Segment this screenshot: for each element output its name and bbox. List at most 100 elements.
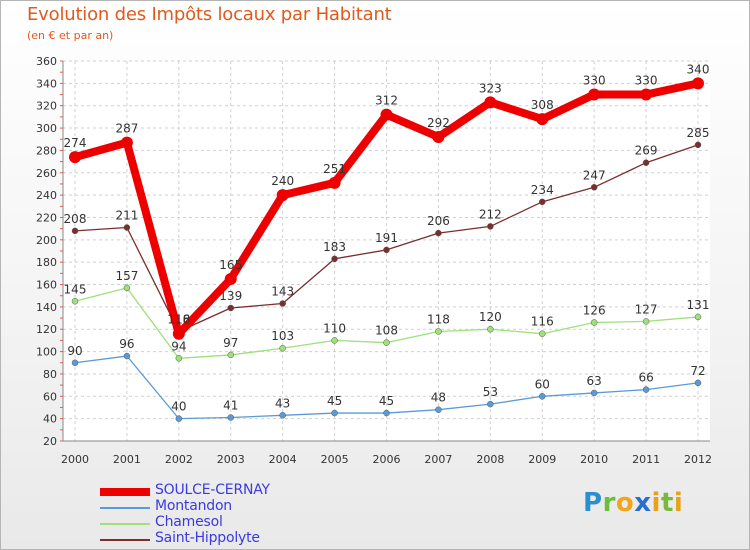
data-label: 110 <box>323 321 346 335</box>
x-tick-label: 2007 <box>424 453 452 466</box>
data-point <box>123 284 131 292</box>
legend-swatch <box>100 507 150 509</box>
y-tick-label: 180 <box>36 256 57 269</box>
data-point <box>175 355 183 362</box>
data-label: 292 <box>427 116 450 130</box>
data-point <box>484 96 497 109</box>
data-point <box>175 415 183 422</box>
x-tick-label: 2005 <box>321 453 349 466</box>
y-tick-label: 20 <box>43 435 57 448</box>
data-point <box>224 272 237 285</box>
proxiti-logo: Proxiti <box>583 488 684 518</box>
data-label: 308 <box>531 98 554 112</box>
data-label: 340 <box>687 62 710 76</box>
data-label: 183 <box>323 240 346 254</box>
x-tick-label: 2004 <box>269 453 297 466</box>
data-label: 97 <box>223 336 238 350</box>
y-tick-label: 160 <box>36 279 57 292</box>
data-label: 157 <box>115 269 138 283</box>
data-point <box>279 412 286 419</box>
data-point <box>172 327 185 340</box>
data-label: 323 <box>479 81 502 95</box>
y-tick-label: 140 <box>36 301 57 314</box>
data-label: 53 <box>483 385 498 399</box>
data-point <box>642 159 650 166</box>
data-point <box>692 77 704 90</box>
data-label: 287 <box>115 122 138 136</box>
data-point <box>435 406 442 413</box>
data-label: 90 <box>67 344 82 358</box>
data-point <box>694 141 702 149</box>
data-label: 240 <box>271 174 294 188</box>
y-tick-label: 100 <box>36 346 57 359</box>
data-point <box>590 389 598 397</box>
data-point <box>331 337 338 344</box>
x-tick-label: 2001 <box>113 453 141 466</box>
legend-swatch <box>100 523 150 525</box>
data-point <box>71 298 79 305</box>
data-label: 247 <box>583 168 606 182</box>
data-label: 127 <box>635 302 658 316</box>
data-point <box>588 88 601 101</box>
data-label: 330 <box>635 74 658 88</box>
data-label: 45 <box>327 394 342 408</box>
data-point <box>590 184 598 191</box>
x-tick-label: 2008 <box>476 453 504 466</box>
data-label: 118 <box>427 312 450 326</box>
x-tick-label: 2012 <box>684 453 712 466</box>
y-tick-label: 360 <box>36 55 57 68</box>
data-point <box>69 151 81 164</box>
data-label: 45 <box>379 394 394 408</box>
data-label: 165 <box>219 258 242 272</box>
chart-subtitle: (en € et par an) <box>27 29 114 42</box>
data-label: 103 <box>271 329 294 343</box>
data-point <box>227 351 234 359</box>
data-point <box>276 189 289 202</box>
data-point <box>279 300 286 307</box>
data-label: 72 <box>690 364 705 378</box>
data-point <box>539 330 546 337</box>
y-tick-label: 260 <box>36 167 57 180</box>
data-label: 116 <box>531 315 554 329</box>
data-point <box>383 409 390 417</box>
y-tick-label: 280 <box>36 144 57 157</box>
data-point <box>642 318 650 325</box>
chart-title: Evolution des Impôts locaux par Habitant <box>27 4 392 25</box>
x-tick-label: 2011 <box>632 453 660 466</box>
y-tick-label: 200 <box>36 234 57 247</box>
data-point <box>331 255 338 263</box>
legend-label: Montandon <box>155 498 232 514</box>
legend-swatch <box>100 539 150 541</box>
data-label: 206 <box>427 214 450 228</box>
data-label: 43 <box>275 396 290 410</box>
y-tick-label: 320 <box>36 100 57 113</box>
data-label: 60 <box>535 377 550 391</box>
x-tick-label: 2010 <box>580 453 608 466</box>
data-point <box>227 304 234 312</box>
y-tick-label: 60 <box>43 390 57 403</box>
data-label: 212 <box>479 207 502 221</box>
data-point <box>331 409 338 417</box>
data-point <box>383 246 390 254</box>
data-point <box>487 400 494 408</box>
data-point <box>432 131 445 143</box>
data-label: 131 <box>687 298 710 312</box>
data-point <box>640 88 653 101</box>
data-point <box>380 108 393 121</box>
x-tick-label: 2009 <box>528 453 556 466</box>
data-label: 330 <box>583 74 606 88</box>
data-label: 269 <box>635 144 658 158</box>
data-label: 116 <box>167 313 190 327</box>
data-label: 139 <box>219 289 242 303</box>
data-point <box>279 344 286 352</box>
data-label: 285 <box>687 126 710 140</box>
data-label: 94 <box>171 339 186 353</box>
data-point <box>539 393 546 400</box>
data-point <box>435 229 442 237</box>
data-label: 145 <box>64 282 87 296</box>
y-tick-label: 120 <box>36 323 57 336</box>
legend-swatch <box>100 488 150 496</box>
y-tick-label: 40 <box>43 413 57 426</box>
data-point <box>539 198 546 206</box>
